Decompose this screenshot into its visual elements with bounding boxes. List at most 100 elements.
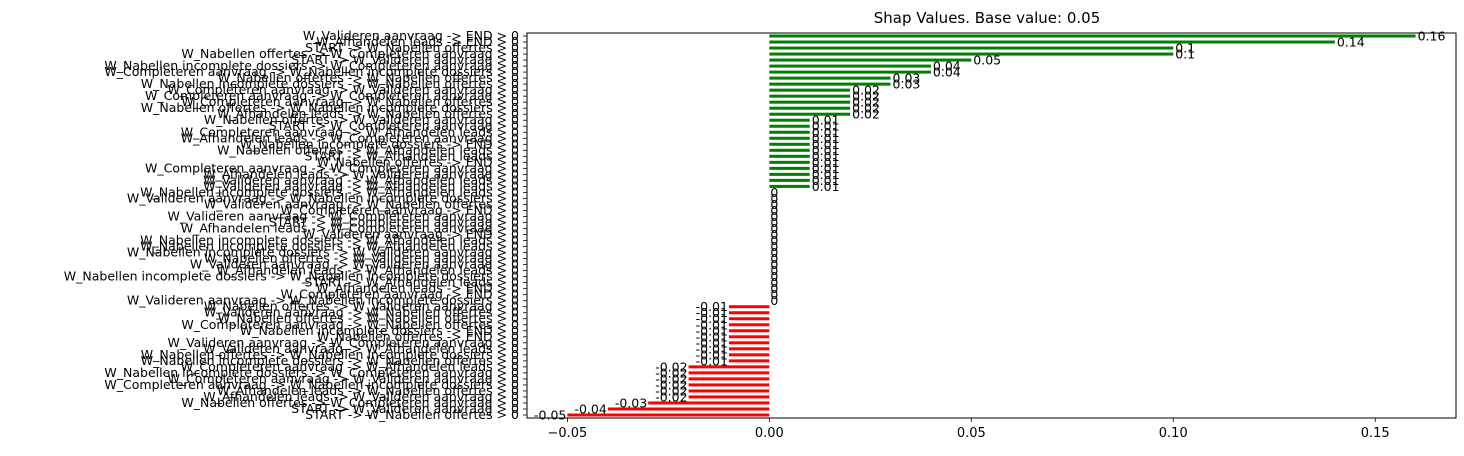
y-tick-label: W_Nabellen incomplete dossiers -> W_Vali… [127, 245, 519, 260]
bar [769, 34, 1416, 38]
bar-value-label: 0 [770, 287, 778, 302]
y-tick-label: START -> W_Completeren aanvraag > 0 [269, 118, 519, 133]
y-tick-label: W_Completeren aanvraag -> W_Afhandelen l… [181, 359, 519, 374]
y-tick-label: W_Nabellen offertes -> W_Nabellen offert… [218, 311, 519, 326]
x-tick-label: 0.15 [1361, 426, 1390, 441]
y-tick-label: W_Valideren aanvraag -> W_Nabellen incom… [127, 293, 519, 308]
y-tick-label: W_Afhandelen leads -> W_Completeren aanv… [181, 130, 519, 145]
y-tick-label: W_Completeren aanvraag -> W_Valideren aa… [167, 82, 519, 97]
bar [648, 401, 770, 405]
x-tick-label: 0.00 [755, 426, 784, 441]
bar-value-label: -0.02 [655, 365, 687, 380]
bar [769, 112, 851, 116]
y-tick-label: W_Nabellen offertes -> W_Valideren aanvr… [204, 299, 519, 314]
y-tick-label: W_Afhandelen leads -> W_Valideren aanvra… [203, 389, 519, 404]
y-tick-label: W_Completeren aanvraag -> W_Afhandelen l… [181, 124, 519, 139]
bar-value-label: -0.01 [696, 341, 728, 356]
y-tick-label: W_Valideren aanvraag -> W_Afhandelen lea… [203, 341, 519, 356]
bar [688, 383, 770, 387]
bars-layer [567, 34, 1416, 417]
bar [728, 347, 770, 351]
bar [769, 70, 931, 74]
bar [769, 88, 851, 92]
y-tick-label: W_Completeren aanvraag -> W_Nabellen inc… [104, 64, 519, 79]
bar-value-label: 0 [770, 239, 778, 254]
bar-value-label: -0.01 [696, 305, 728, 320]
bar-value-label: -0.01 [696, 347, 728, 362]
bar-value-label: 0.1 [1175, 47, 1195, 62]
y-tick-label: W_Completeren aanvraag -> W_Nabellen off… [181, 94, 519, 109]
bar [728, 353, 770, 357]
y-tick-label: START -> W_Completeren aanvraag > 0 [269, 214, 519, 229]
bar-value-label: -0.03 [615, 395, 647, 410]
bar [688, 371, 770, 375]
y-tick-label: START -> W_Afhandelen leads > 0 [305, 148, 519, 163]
bar [769, 136, 810, 140]
bar [769, 178, 810, 182]
bar [688, 395, 770, 399]
y-tick-label: W_Afhandelen leads -> W_Nabellen offerte… [217, 106, 519, 121]
y-tick-label: W_Nabellen offertes -> W_Nabellen incomp… [141, 347, 519, 362]
bar-value-label: 0.01 [812, 137, 840, 152]
y-tick-label: START -> W_Valideren aanvraag > 0 [291, 401, 519, 416]
y-tick-label: W_Nabellen incomplete dossiers -> W_Comp… [104, 58, 519, 73]
bar-value-label: 0.04 [933, 59, 961, 74]
bar [769, 160, 810, 164]
bar-value-label: 0.1 [1175, 41, 1195, 56]
bar [769, 100, 851, 104]
y-tick-label: W_Valideren aanvraag -> W_Afhandelen lea… [203, 172, 519, 187]
bar-value-label: -0.02 [655, 359, 687, 374]
y-tick-label: START -> W_Nabellen offertes > 0 [305, 407, 519, 422]
y-tick-label: W_Nabellen offertes -> W_Valideren aanvr… [204, 251, 519, 266]
y-tick-label: W_Completeren aanvraag -> END > 0 [280, 202, 519, 217]
bar-value-label: 0 [770, 251, 778, 266]
bar-value-label: 0 [770, 227, 778, 242]
bar-value-label: 0.01 [812, 173, 840, 188]
bar-value-label: -0.02 [655, 377, 687, 392]
x-tick-label: 0.10 [1159, 426, 1188, 441]
y-tick-labels: W_Valideren aanvraag -> END > 0W_Afhande… [64, 28, 519, 422]
bar-value-label: 0.04 [933, 65, 961, 80]
bar-value-label: -0.01 [696, 329, 728, 344]
bar [769, 166, 810, 170]
chart-title: Shap Values. Base value: 0.05 [874, 9, 1101, 27]
y-tick-label: W_Nabellen incomplete dossiers -> W_Comp… [104, 365, 519, 380]
bar-value-label: 0.01 [812, 119, 840, 134]
bar-value-label: 0.01 [812, 167, 840, 182]
y-tick-label: W_Completeren aanvraag -> W_Valideren aa… [167, 371, 519, 386]
bar [728, 317, 770, 321]
bar [567, 413, 770, 417]
y-tick-label: W_Afhandelen leads -> W_Nabellen offerte… [217, 383, 519, 398]
bar-value-label: -0.02 [655, 371, 687, 386]
y-tick-label: W_Valideren aanvraag -> W_Completeren aa… [167, 335, 519, 350]
bar-value-label: 0.01 [812, 113, 840, 128]
y-tick-label: W_Nabellen offertes -> END > 0 [317, 329, 519, 344]
bar-value-label: -0.01 [696, 353, 728, 368]
bar-value-label: -0.01 [696, 299, 728, 314]
y-tick-label: W_Valideren aanvraag -> W_Nabellen offer… [204, 305, 519, 320]
y-tick-label: W_Completeren aanvraag -> W_Nabellen off… [181, 317, 519, 332]
bar [728, 335, 770, 339]
bar [769, 40, 1335, 44]
y-tick-label: W_Nabellen incomplete dossiers -> END > … [240, 323, 519, 338]
bar-value-label: 0 [770, 257, 778, 272]
bar-value-label: 0 [770, 209, 778, 224]
bar-value-label: -0.02 [655, 389, 687, 404]
bar-value-label: -0.02 [655, 383, 687, 398]
bar-value-label: 0.01 [812, 161, 840, 176]
bar-value-label: 0 [770, 221, 778, 236]
y-tick-label: W_Afhandelen leads -> W_Afhandelen leads… [217, 263, 520, 278]
bar [769, 184, 810, 188]
bar-value-label: 0.01 [812, 149, 840, 164]
y-tick-label: START -> W_Afhandelen leads > 0 [305, 275, 519, 290]
bar-value-label: 0 [770, 215, 778, 230]
bar-value-label: 0.01 [812, 155, 840, 170]
bar-value-label: 0 [770, 293, 778, 308]
bar [769, 52, 1174, 56]
y-tick-label: W_Nabellen incomplete dossiers -> W_Nabe… [141, 76, 519, 91]
bar [728, 359, 770, 363]
bar-value-label: -0.01 [696, 323, 728, 338]
bar-value-label: 0.05 [973, 53, 1001, 68]
